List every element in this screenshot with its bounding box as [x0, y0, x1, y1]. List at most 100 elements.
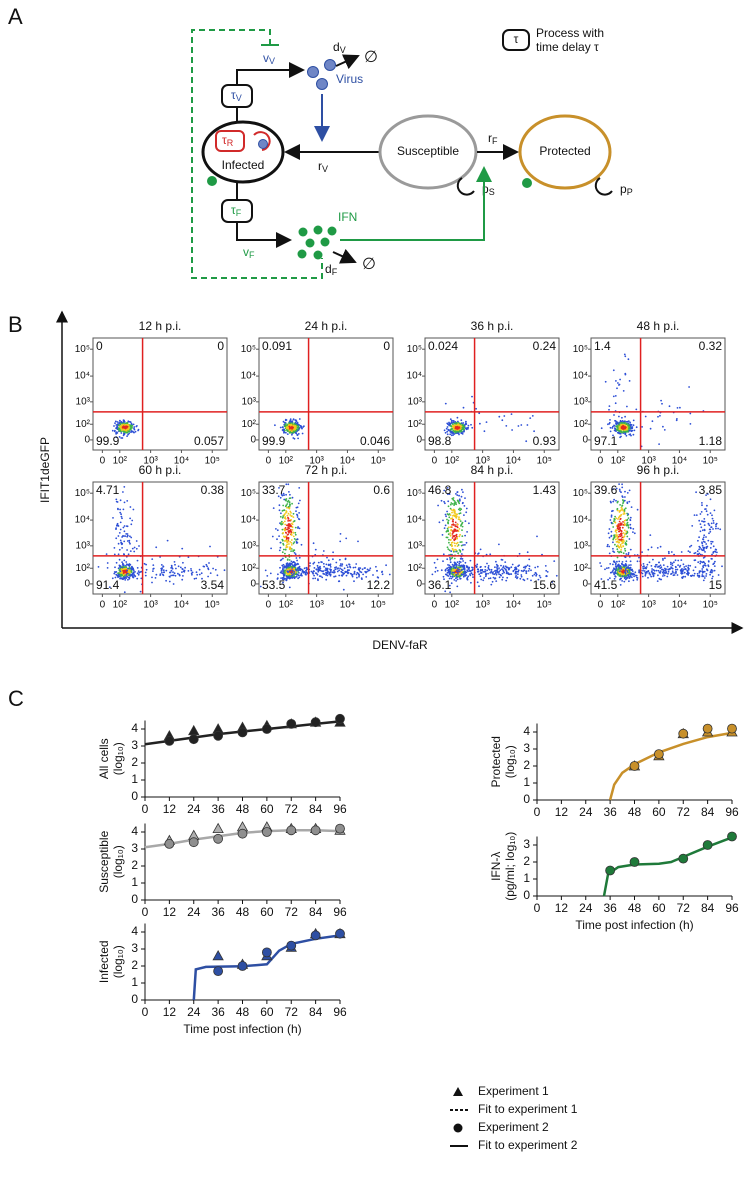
- event-dot: [457, 545, 459, 547]
- event-dot: [536, 536, 538, 538]
- x-tick-label: 96: [333, 1005, 347, 1019]
- event-dot: [286, 419, 288, 421]
- event-dot: [624, 513, 626, 515]
- event-dot: [618, 527, 620, 529]
- event-dot: [361, 571, 363, 573]
- event-dot: [619, 489, 621, 491]
- x-tick-label: 10⁵: [537, 456, 552, 467]
- y-tick-label: 10³: [76, 540, 91, 551]
- event-dot: [675, 569, 677, 571]
- event-dot: [714, 570, 716, 572]
- event-dot: [613, 520, 615, 522]
- event-dot: [301, 569, 303, 571]
- event-dot: [663, 573, 665, 575]
- event-dot: [490, 584, 492, 586]
- arrow: [336, 56, 358, 66]
- data-point: [214, 834, 223, 843]
- event-dot: [299, 557, 301, 559]
- event-dot: [190, 568, 192, 570]
- event-dot: [701, 568, 703, 570]
- event-dot: [664, 575, 666, 577]
- event-dot: [122, 563, 124, 565]
- x-tick-label: 0: [534, 805, 541, 819]
- y-tick-label: 10⁴: [75, 371, 90, 382]
- event-dot: [295, 563, 297, 565]
- event-dot: [364, 567, 366, 569]
- event-dot: [628, 564, 630, 566]
- event-dot: [445, 403, 447, 405]
- event-dot: [170, 575, 172, 577]
- event-dot: [515, 572, 517, 574]
- event-dot: [291, 420, 293, 422]
- quadrant-value: 1.43: [533, 483, 557, 497]
- event-dot: [513, 570, 515, 572]
- data-point: [630, 762, 639, 771]
- event-dot: [457, 524, 459, 526]
- event-dot: [486, 570, 488, 572]
- axis-label: DENV-faR: [372, 638, 428, 652]
- event-dot: [656, 564, 658, 566]
- event-dot: [642, 568, 644, 570]
- event-dot: [664, 429, 666, 431]
- event-dot: [690, 575, 692, 577]
- event-dot: [448, 539, 450, 541]
- facs-plot: 24 h p.i.0.091099.90.046010²10³10⁴10⁵10⁵…: [241, 319, 393, 466]
- event-dot: [527, 551, 529, 553]
- x-tick-label: 10⁵: [371, 600, 386, 611]
- event-dot: [120, 437, 122, 439]
- event-dot: [692, 575, 694, 577]
- event-dot: [606, 546, 608, 548]
- event-dot: [459, 430, 461, 432]
- plot-title: 12 h p.i.: [139, 319, 182, 333]
- event-dot: [385, 564, 387, 566]
- event-dot: [698, 575, 700, 577]
- y-tick-label: 10³: [408, 540, 423, 551]
- event-dot: [114, 566, 116, 568]
- event-dot: [288, 426, 290, 428]
- x-tick-label: 84: [309, 802, 323, 816]
- y-tick-label: 0: [523, 888, 530, 902]
- event-dot: [455, 549, 457, 551]
- event-dot: [486, 421, 488, 423]
- event-dot: [210, 572, 212, 574]
- event-dot: [287, 483, 289, 485]
- event-dot: [625, 531, 627, 533]
- data-point: [728, 832, 737, 841]
- event-dot: [611, 514, 613, 516]
- event-dot: [609, 563, 611, 565]
- event-dot: [624, 500, 626, 502]
- event-dot: [518, 564, 520, 566]
- y-tick-label: 10³: [76, 396, 91, 407]
- rate-label: pP: [620, 182, 633, 197]
- x-tick-label: 10²: [445, 456, 460, 467]
- event-dot: [165, 580, 167, 582]
- event-dot: [680, 559, 682, 561]
- event-dot: [120, 529, 122, 531]
- event-dot: [138, 570, 140, 572]
- event-dot: [618, 531, 620, 533]
- event-dot: [455, 580, 457, 582]
- event-dot: [714, 561, 716, 563]
- event-dot: [703, 518, 705, 520]
- event-dot: [445, 570, 447, 572]
- event-dot: [479, 423, 481, 425]
- event-dot: [288, 506, 290, 508]
- event-dot: [138, 545, 140, 547]
- event-dot: [289, 503, 291, 505]
- x-tick-label: 10²: [445, 600, 460, 611]
- x-tick-label: 36: [603, 805, 617, 819]
- event-dot: [642, 570, 644, 572]
- y-axis-label: All cells: [97, 738, 111, 779]
- event-dot: [494, 566, 496, 568]
- event-dot: [499, 576, 501, 578]
- event-dot: [524, 566, 526, 568]
- x-tick-label: 84: [701, 805, 715, 819]
- event-dot: [119, 565, 121, 567]
- event-dot: [612, 523, 614, 525]
- event-dot: [704, 541, 706, 543]
- event-dot: [463, 576, 465, 578]
- event-dot: [270, 548, 272, 550]
- y-tick-label: 4: [131, 721, 138, 735]
- event-dot: [470, 570, 472, 572]
- event-dot: [711, 523, 713, 525]
